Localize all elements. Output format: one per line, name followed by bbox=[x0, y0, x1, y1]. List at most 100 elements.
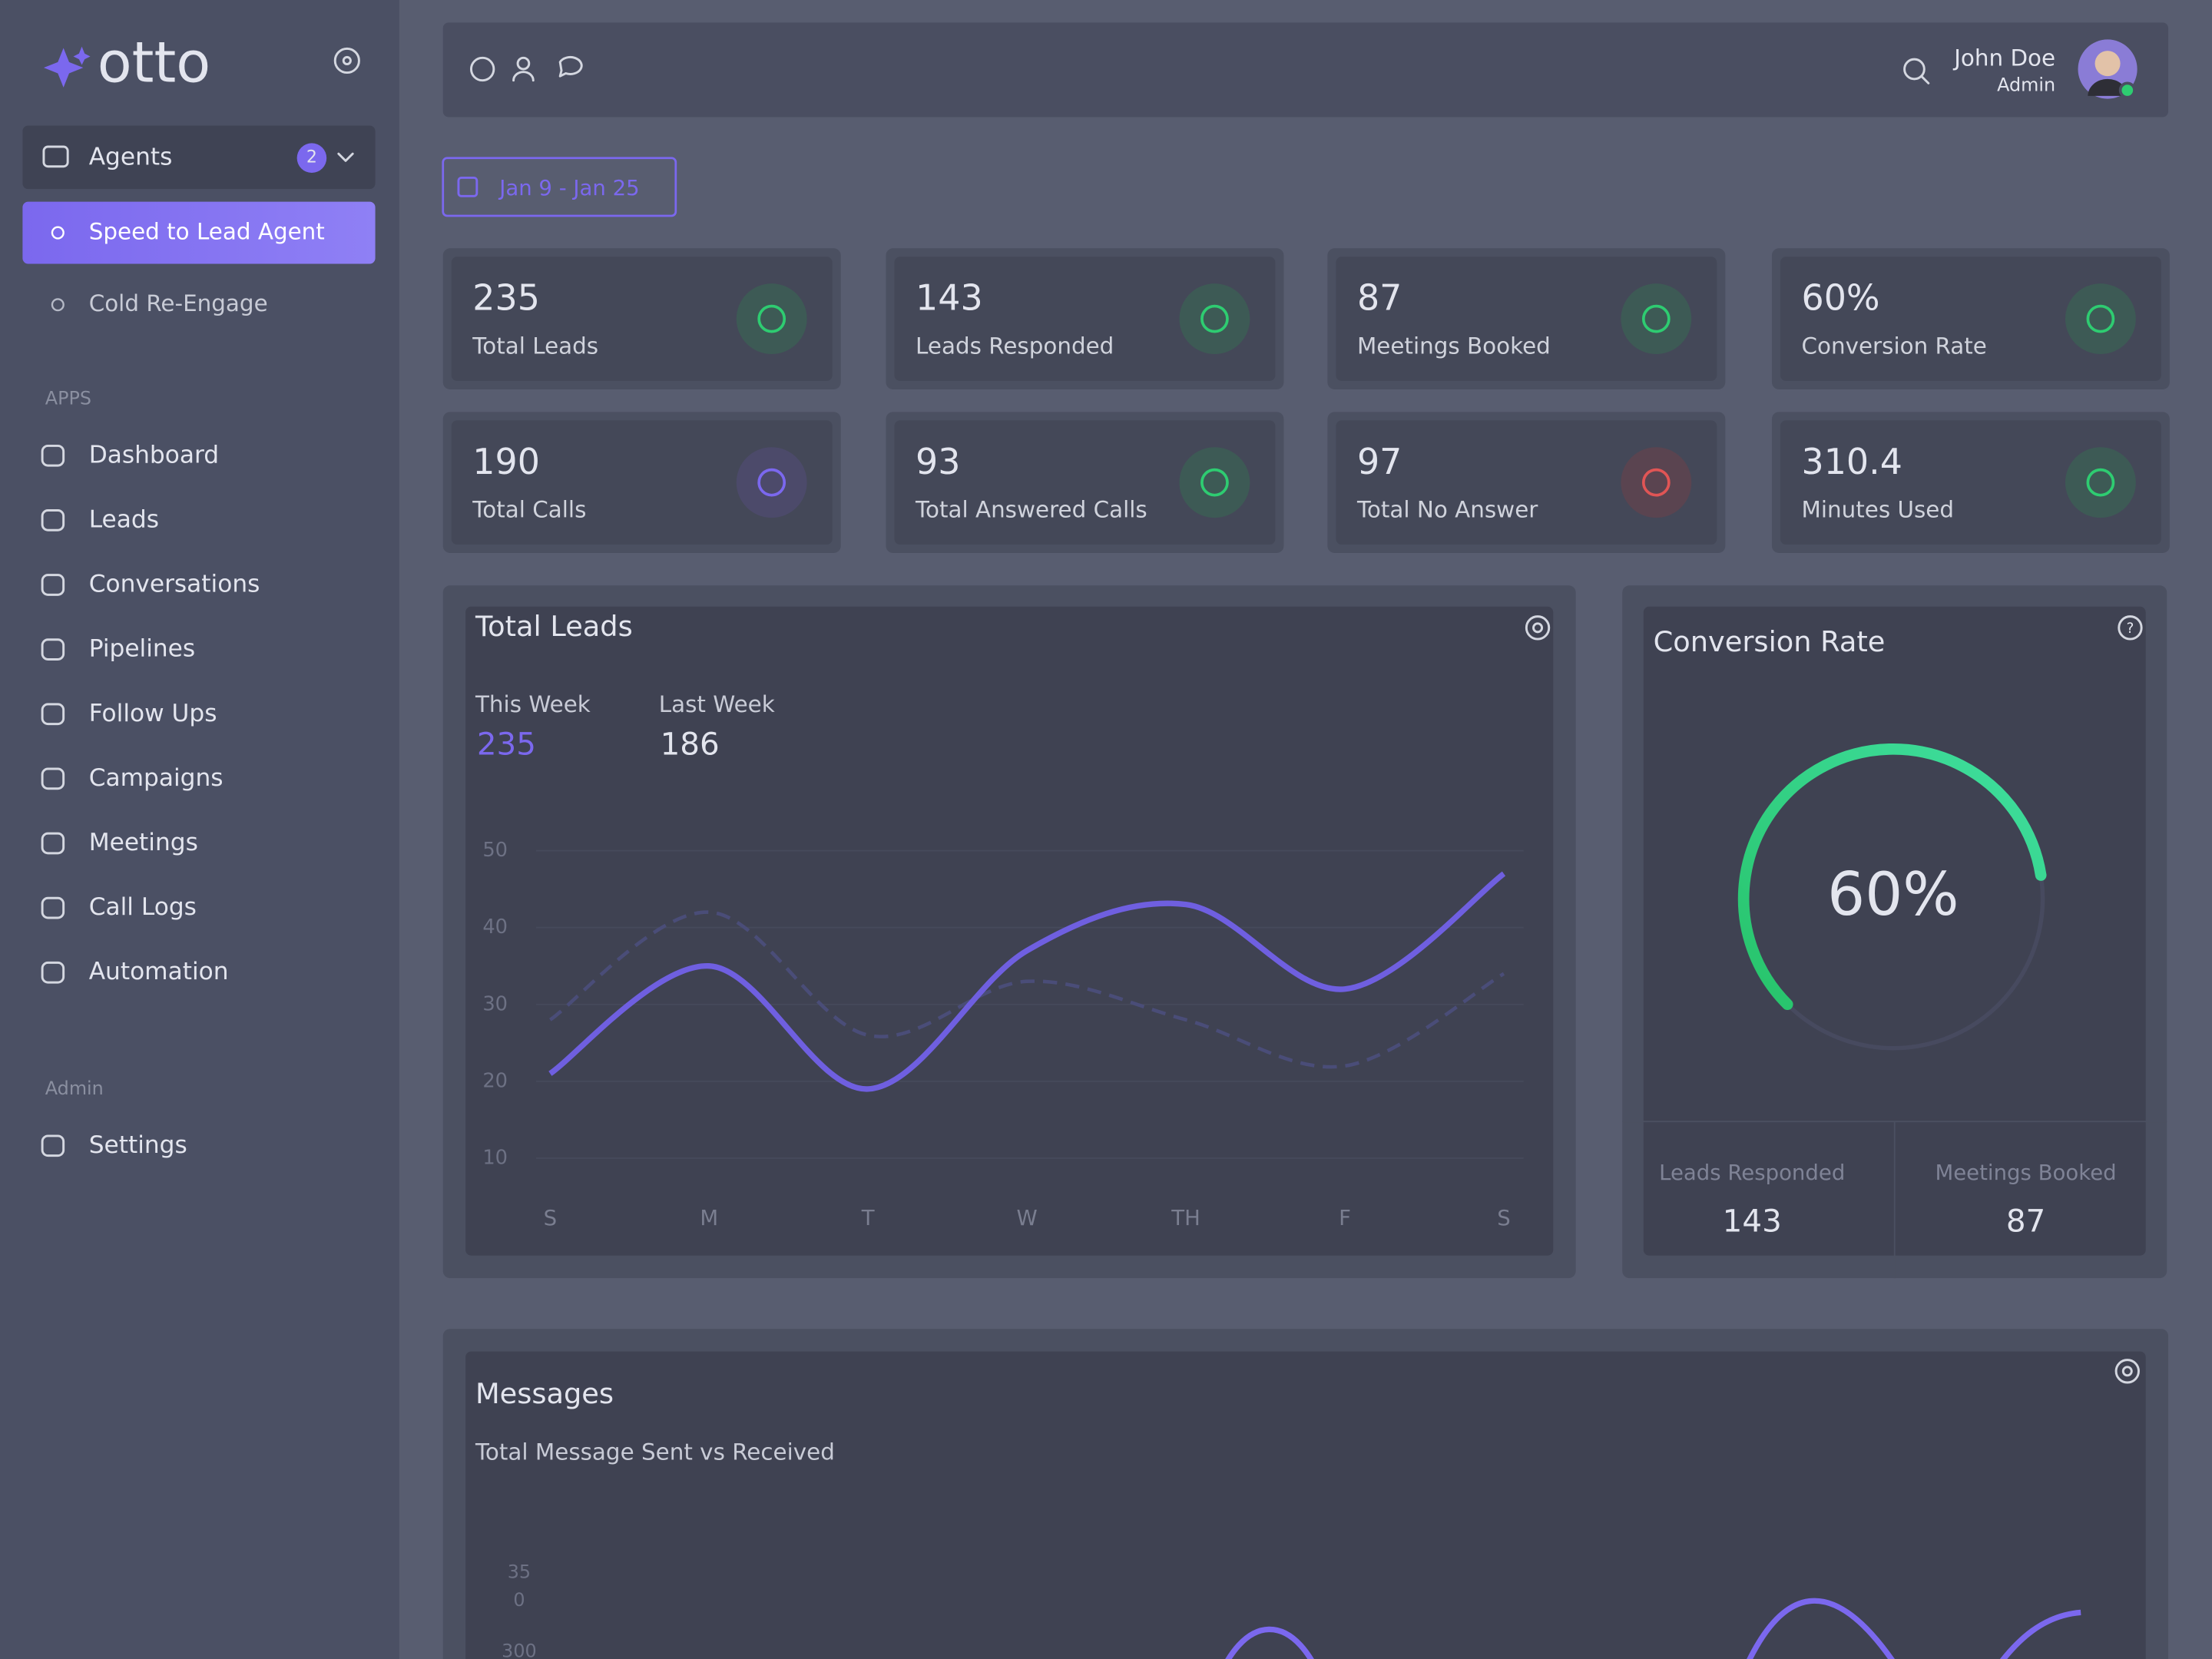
nav-item[interactable]: Pipelines bbox=[89, 635, 195, 663]
nav-item[interactable]: Campaigns bbox=[89, 764, 224, 792]
stat-inner bbox=[1336, 420, 1717, 545]
stat-inner bbox=[894, 257, 1276, 381]
agents-dropdown[interactable] bbox=[22, 125, 376, 190]
nav-item[interactable]: Dashboard bbox=[89, 441, 219, 469]
y-tick-label: 40 bbox=[482, 916, 508, 939]
messages-subtitle: Total Message Sent vs Received bbox=[475, 1439, 835, 1465]
stat-icon bbox=[1200, 468, 1229, 497]
line-series bbox=[548, 871, 1506, 1092]
stat-value: 97 bbox=[1357, 441, 1402, 482]
y-tick-label: 10 bbox=[482, 1146, 508, 1169]
agent-dot bbox=[51, 226, 65, 240]
stat-icon-bg bbox=[736, 447, 807, 518]
stat-inner bbox=[1780, 257, 2161, 381]
stat-value: 190 bbox=[472, 441, 540, 482]
logo-star bbox=[73, 46, 91, 65]
settings-button bbox=[1532, 622, 1544, 634]
stat-icon bbox=[1200, 304, 1229, 333]
nav-icon bbox=[41, 509, 65, 531]
stat-label: Leads Responded bbox=[916, 333, 1114, 359]
x-tick-label: S bbox=[544, 1206, 558, 1230]
collapse-button bbox=[342, 55, 352, 66]
avatar bbox=[2088, 78, 2128, 96]
nav-item[interactable]: Call Logs bbox=[89, 893, 197, 921]
messages-title: Messages bbox=[475, 1377, 614, 1410]
stat-label: Total No Answer bbox=[1356, 496, 1538, 522]
chevron bbox=[337, 152, 354, 162]
x-tick-label: W bbox=[1017, 1206, 1038, 1230]
date-range: Jan 9 - Jan 25 bbox=[498, 176, 639, 200]
section-title: Admin bbox=[45, 1078, 104, 1099]
stat-icon-bg bbox=[1179, 283, 1250, 355]
legend-total: 235 bbox=[477, 726, 536, 763]
gauge-stat-label: Meetings Booked bbox=[1935, 1161, 2116, 1185]
stat-value: 93 bbox=[916, 441, 960, 482]
agents-badge bbox=[296, 143, 327, 173]
x-tick-label: TH bbox=[1171, 1206, 1200, 1230]
nav-item[interactable]: Automation bbox=[89, 958, 229, 985]
messages-line bbox=[1225, 1598, 2081, 1659]
chart-title: Total Leads bbox=[475, 610, 633, 643]
nav-icon bbox=[41, 896, 65, 919]
stat-inner bbox=[451, 257, 833, 381]
users-icon[interactable] bbox=[516, 56, 531, 71]
date-picker[interactable] bbox=[442, 157, 677, 217]
stat-icon-bg bbox=[1621, 283, 1692, 355]
settings-button[interactable] bbox=[2114, 1359, 2140, 1384]
nav-icon bbox=[41, 1134, 65, 1157]
user-role: Admin bbox=[1997, 75, 2055, 96]
stat-icon bbox=[1641, 304, 1671, 333]
gauge-stat-value: 87 bbox=[2006, 1202, 2045, 1239]
stat-icon-bg bbox=[736, 283, 807, 355]
stat-value: 143 bbox=[916, 277, 983, 319]
logo: otto bbox=[98, 30, 210, 95]
nav-item[interactable]: Conversations bbox=[89, 571, 260, 598]
nav-item[interactable]: Follow Ups bbox=[89, 700, 217, 727]
y-tick-label: 20 bbox=[482, 1069, 508, 1092]
messages-curve bbox=[1225, 1598, 2081, 1659]
stat-label: Total Answered Calls bbox=[915, 496, 1147, 522]
chart-title: Conversion Rate bbox=[1654, 625, 1886, 658]
stat-icon-bg bbox=[2065, 283, 2136, 355]
nav-icon bbox=[41, 961, 65, 984]
x-tick-label: F bbox=[1339, 1206, 1351, 1230]
nav-item[interactable]: Meetings bbox=[89, 829, 198, 856]
stat-icon bbox=[2086, 468, 2115, 497]
users-icon bbox=[512, 71, 535, 82]
stat-inner bbox=[451, 420, 833, 545]
nav-item[interactable]: Settings bbox=[89, 1131, 187, 1159]
search-icon bbox=[1920, 75, 1930, 84]
legend-total: 186 bbox=[661, 726, 720, 763]
stat-value: 60% bbox=[1802, 277, 1880, 319]
dashboard-icon[interactable] bbox=[470, 56, 495, 82]
active-agent[interactable] bbox=[22, 201, 376, 264]
avatar bbox=[2094, 51, 2121, 77]
nav-item[interactable]: Leads bbox=[89, 505, 159, 533]
stat-icon bbox=[2086, 304, 2115, 333]
agents-label: Agents bbox=[89, 144, 173, 171]
nav-icon bbox=[41, 574, 65, 596]
agent-item[interactable]: Speed to Lead Agent bbox=[89, 219, 325, 245]
stat-label: Total Calls bbox=[472, 496, 586, 522]
chat-icon[interactable] bbox=[558, 55, 583, 78]
settings-button bbox=[2121, 1366, 2133, 1377]
agent-item[interactable]: Cold Re-Engage bbox=[89, 290, 268, 316]
collapse-button[interactable] bbox=[333, 47, 360, 75]
nav-icon bbox=[41, 832, 65, 855]
help-button[interactable] bbox=[2118, 615, 2143, 641]
search-icon[interactable] bbox=[1903, 58, 1926, 81]
gauge-stat-value: 143 bbox=[1723, 1202, 1782, 1239]
x-tick-label: T bbox=[861, 1206, 875, 1230]
conversion-inner bbox=[1643, 606, 2146, 1256]
stat-inner bbox=[894, 420, 1276, 545]
calendar-icon bbox=[457, 176, 478, 197]
x-tick-label: S bbox=[1497, 1206, 1511, 1230]
nav-icon bbox=[41, 767, 65, 790]
logo-star bbox=[43, 48, 84, 88]
agents-icon bbox=[42, 145, 69, 168]
legend-label: Last Week bbox=[659, 691, 775, 717]
settings-button[interactable] bbox=[1525, 615, 1551, 641]
agents-count: 2 bbox=[306, 148, 317, 167]
online-dot bbox=[2118, 81, 2136, 99]
